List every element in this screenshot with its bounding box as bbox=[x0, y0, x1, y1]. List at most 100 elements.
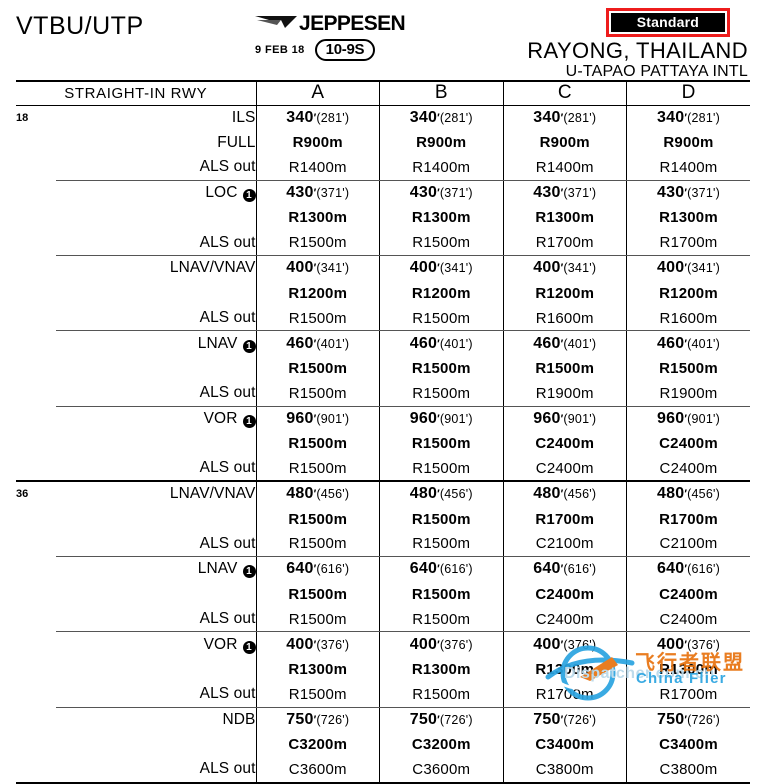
mda-altitude: 340 bbox=[409, 108, 438, 126]
value-cell-cat-b: R1500m bbox=[379, 230, 503, 257]
chart-index-badge: 10-9S bbox=[314, 38, 376, 61]
visibility-value: R1600m bbox=[535, 309, 594, 327]
visibility-value: R1500m bbox=[411, 435, 471, 453]
visibility-value: R1500m bbox=[288, 535, 347, 553]
visibility-value: R1500m bbox=[659, 359, 718, 377]
visibility-value: C3400m bbox=[659, 736, 718, 754]
runway-spacer bbox=[16, 356, 56, 381]
visibility-value: R1200m bbox=[535, 284, 595, 302]
mda-altitude: 750 bbox=[409, 711, 438, 729]
height-above-threshold: (456') bbox=[439, 487, 473, 502]
value-cell-cat-a: R1300m bbox=[255, 205, 380, 231]
value-cell-cat-a: 480′(456') bbox=[255, 481, 380, 507]
value-cell-cat-d: R900m bbox=[626, 130, 750, 156]
value-cell-cat-d: R1600m bbox=[626, 305, 750, 332]
row-label-blank bbox=[56, 356, 256, 381]
row-label-text: ILS bbox=[231, 108, 256, 126]
feet-mark-icon: ′ bbox=[437, 262, 440, 275]
feet-mark-icon: ′ bbox=[437, 714, 440, 727]
value-cell-cat-d: 480′(456') bbox=[626, 481, 750, 507]
visibility-value: C2400m bbox=[535, 585, 595, 603]
table-row: ALS out C3600m C3600m C3800m C3800m bbox=[16, 757, 750, 784]
runway-spacer bbox=[16, 281, 56, 306]
value-cell-cat-d: 460′(401') bbox=[626, 330, 750, 356]
row-label-blank bbox=[56, 431, 256, 456]
height-above-threshold: (281') bbox=[316, 110, 350, 125]
row-label-blank bbox=[56, 582, 256, 607]
row-label-vor: VOR 1 bbox=[56, 632, 256, 657]
value-cell-cat-c: R1600m bbox=[502, 305, 627, 332]
value-cell-cat-b: R1500m bbox=[379, 355, 503, 382]
row-label-lnav-vnav: LNAV/VNAV bbox=[56, 256, 256, 281]
row-label-als-out: ALS out bbox=[56, 155, 256, 181]
feet-mark-icon: ′ bbox=[560, 187, 564, 200]
value-cell-cat-a: R1500m bbox=[255, 581, 380, 607]
feet-mark-icon: ′ bbox=[313, 337, 317, 350]
runway-spacer bbox=[16, 507, 56, 532]
mda-altitude: 400 bbox=[409, 635, 438, 653]
jeppesen-meta-row: 9 FEB 18 10-9S bbox=[255, 38, 465, 61]
value-cell-cat-a: 400′(376') bbox=[255, 631, 380, 658]
row-label-text: LNAV bbox=[197, 560, 238, 578]
table-row: LOC 1 430′(371') 430′(371') 430′(371') 430′(3… bbox=[16, 180, 750, 206]
note-reference-icon: 1 bbox=[242, 565, 256, 579]
chart-header: VTBU/UTP JEPPESEN 9 FEB 18 10-9S Standar… bbox=[0, 0, 766, 80]
value-cell-cat-b: R900m bbox=[379, 130, 503, 156]
value-cell-cat-c: 400′(376') bbox=[502, 631, 627, 658]
airport-name: U-TAPAO PATTAYA INTL bbox=[565, 63, 748, 80]
feet-mark-icon: ′ bbox=[560, 638, 564, 651]
visibility-value: R1200m bbox=[411, 284, 471, 302]
runway-spacer bbox=[16, 381, 56, 406]
value-cell-cat-b: C3600m bbox=[379, 757, 503, 784]
value-cell-cat-c: C3800m bbox=[502, 757, 627, 784]
mda-altitude: 750 bbox=[657, 711, 685, 729]
jeppesen-branding-block: JEPPESEN 9 FEB 18 10-9S bbox=[255, 12, 465, 61]
mda-altitude: 460 bbox=[286, 334, 314, 352]
visibility-value: R1300m bbox=[411, 209, 471, 227]
row-label-text: LNAV bbox=[197, 334, 238, 352]
table-header-row: STRAIGHT-IN RWY A B C D bbox=[16, 80, 750, 106]
visibility-value: C2100m bbox=[535, 535, 594, 553]
table-row: ALS out R1500m R1500m R1700m R1700m bbox=[16, 682, 750, 708]
row-label-ils: ILS bbox=[56, 105, 256, 130]
jeppesen-logo: JEPPESEN bbox=[255, 12, 465, 34]
value-cell-cat-a: R1400m bbox=[255, 155, 380, 181]
value-cell-cat-d: C3800m bbox=[626, 757, 750, 784]
value-cell-cat-b: 480′(456') bbox=[379, 481, 503, 507]
value-cell-cat-d: C2400m bbox=[626, 606, 750, 633]
value-cell-cat-b: 750′(726') bbox=[379, 707, 503, 733]
runway-spacer bbox=[16, 732, 56, 757]
runway-designator-18: 18 bbox=[16, 111, 29, 124]
visibility-value: R1500m bbox=[412, 234, 471, 252]
table-row: 36 LNAV/VNAV 480′(456') 480′(456') 480′(456'… bbox=[16, 481, 750, 507]
visibility-value: R1200m bbox=[659, 284, 718, 302]
row-label-blank bbox=[56, 205, 256, 230]
visibility-value: R1700m bbox=[535, 685, 594, 703]
visibility-value: R1500m bbox=[288, 384, 347, 402]
table-row: VOR 1 400′(376') 400′(376') 400′(376') 400′(3… bbox=[16, 631, 750, 658]
value-cell-cat-d: R1500m bbox=[626, 355, 750, 382]
mda-altitude: 480 bbox=[409, 485, 438, 503]
mda-altitude: 640 bbox=[657, 560, 685, 578]
visibility-value: R1500m bbox=[412, 309, 471, 327]
table-row: 18 ILS 340′(281') 340′(281') 340′(281') 340′(… bbox=[16, 105, 750, 131]
feet-mark-icon: ′ bbox=[684, 187, 688, 200]
value-cell-cat-c: C2400m bbox=[502, 456, 627, 483]
row-label-blank bbox=[56, 657, 256, 682]
row-label-als-out: ALS out bbox=[56, 456, 256, 483]
visibility-value: C2400m bbox=[659, 610, 718, 628]
runway-spacer bbox=[16, 607, 56, 632]
visibility-value: R1500m bbox=[288, 685, 347, 703]
visibility-value: R1500m bbox=[412, 459, 471, 477]
visibility-value: R1300m bbox=[659, 209, 718, 227]
value-cell-cat-c: R1200m bbox=[502, 280, 627, 306]
table-row: LNAV 1 640′(616') 640′(616') 640′(616') 640′(… bbox=[16, 556, 750, 582]
row-label-text: VOR bbox=[203, 635, 238, 653]
value-cell-cat-c: C2400m bbox=[502, 581, 627, 607]
value-cell-cat-a: 400′(341') bbox=[255, 255, 380, 281]
table-row: R1500m R1500m R1500m R1500m bbox=[16, 355, 750, 382]
column-header-cat-d: D bbox=[626, 80, 750, 106]
value-cell-cat-a: 430′(371') bbox=[255, 180, 380, 206]
visibility-value: R1500m bbox=[288, 510, 348, 528]
visibility-value: R1500m bbox=[412, 610, 471, 628]
